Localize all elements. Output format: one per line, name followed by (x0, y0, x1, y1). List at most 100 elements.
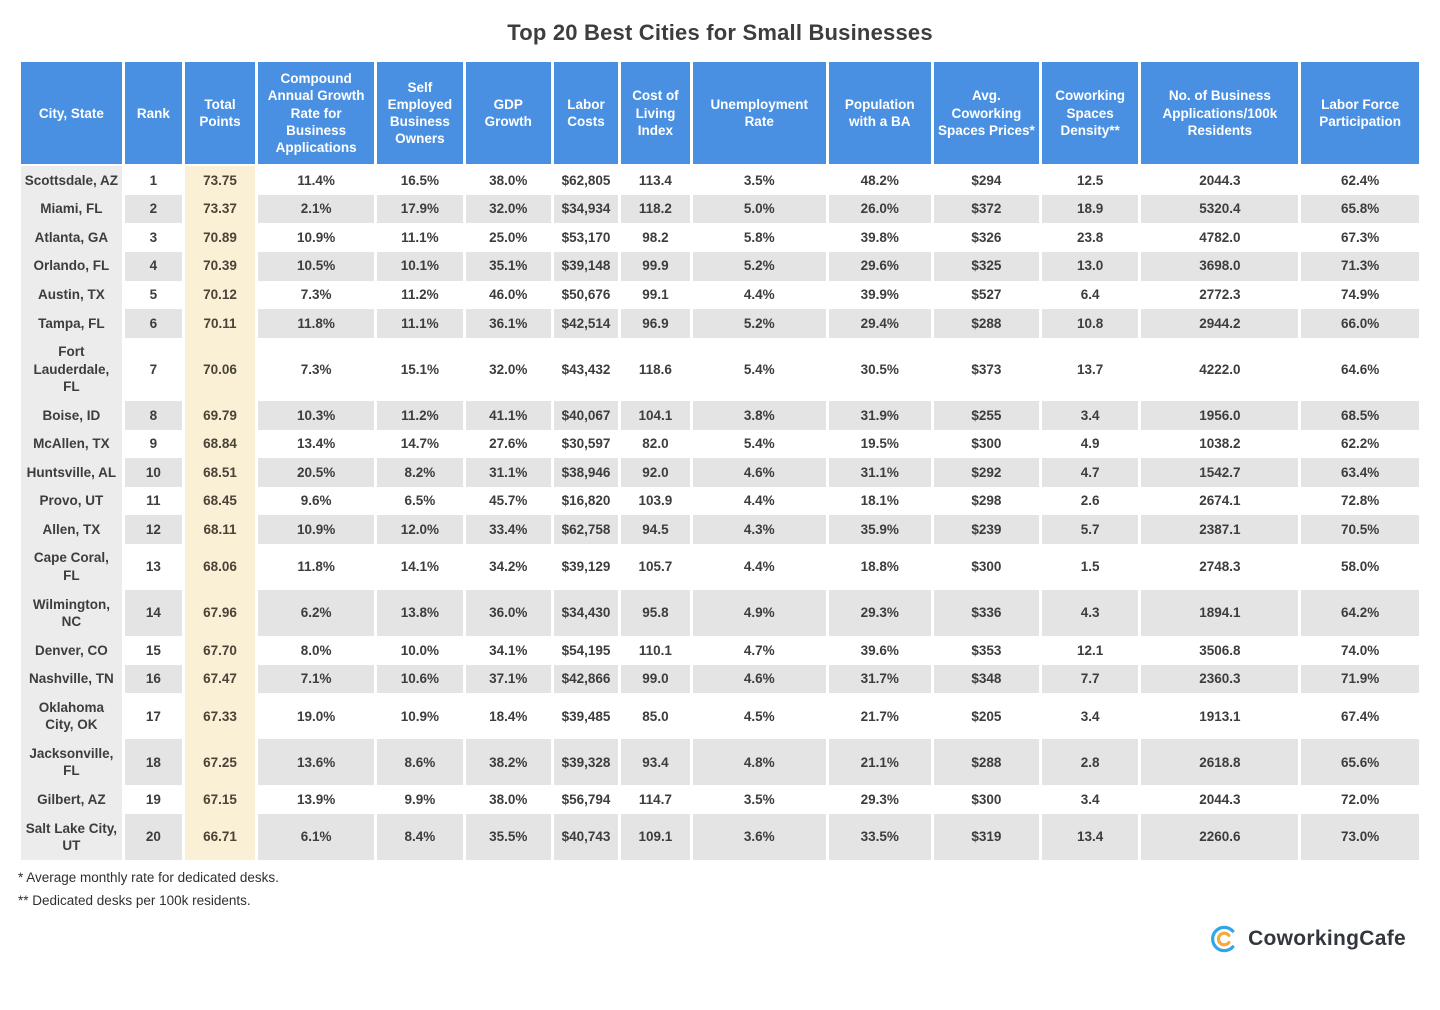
cell-city-state: Salt Lake City, UT (18, 814, 125, 861)
cell-labor-costs: $39,148 (550, 251, 622, 281)
cell-coworking-spaces-density: 13.0 (1038, 251, 1142, 281)
cell-avg-coworking-space-prices: $239 (930, 515, 1042, 544)
cell-cagr-business-applications: 11.8% (254, 309, 378, 338)
cell-unemployment-rate: 4.6% (689, 458, 829, 487)
cell-business-applications-per-100k: 1956.0 (1138, 401, 1302, 430)
cell-cagr-business-applications: 7.3% (254, 280, 378, 310)
cell-coworking-spaces-density: 2.8 (1038, 739, 1142, 786)
cell-cost-of-living-index: 92.0 (618, 458, 693, 487)
cell-city-state: Wilmington, NC (18, 590, 125, 637)
cell-city-state: Provo, UT (18, 486, 125, 516)
cell-labor-force-participation: 62.4% (1298, 165, 1422, 195)
column-header-labor-force-participation: Labor Force Participation (1298, 62, 1422, 167)
cell-labor-force-participation: 64.2% (1298, 590, 1422, 637)
cell-population-with-ba: 19.5% (825, 429, 934, 459)
cell-rank: 5 (121, 280, 186, 310)
cell-labor-costs: $34,934 (550, 194, 622, 224)
column-header-cost-of-living-index: Cost of Living Index (618, 62, 693, 167)
cell-city-state: Orlando, FL (18, 251, 125, 281)
cell-total-points: 67.25 (182, 739, 258, 786)
cell-rank: 6 (121, 309, 186, 338)
cell-labor-costs: $62,758 (550, 515, 622, 544)
table-row: Wilmington, NC 14 67.96 6.2% 13.8% 36.0% $34,4… (18, 590, 1422, 637)
cell-cost-of-living-index: 110.1 (618, 636, 693, 665)
cell-coworking-spaces-density: 12.5 (1038, 165, 1142, 195)
cell-labor-costs: $39,129 (550, 543, 622, 591)
table-row: Scottsdale, AZ 1 73.75 11.4% 16.5% 38.0% $62,8… (18, 165, 1422, 195)
cell-total-points: 69.79 (182, 401, 258, 430)
cell-rank: 18 (121, 739, 186, 786)
cell-labor-costs: $62,805 (550, 165, 622, 195)
cell-cost-of-living-index: 99.9 (618, 251, 693, 281)
cell-labor-costs: $34,430 (550, 590, 622, 637)
cell-business-applications-per-100k: 1894.1 (1138, 590, 1302, 637)
cell-gdp-growth: 38.0% (462, 785, 554, 814)
cell-city-state: Miami, FL (18, 194, 125, 224)
cell-labor-costs: $43,432 (550, 337, 622, 402)
cell-coworking-spaces-density: 23.8 (1038, 223, 1142, 252)
header-row: City, State Rank Total Points Compound Annu… (18, 62, 1422, 167)
cell-business-applications-per-100k: 2044.3 (1138, 785, 1302, 814)
table-row: Miami, FL 2 73.37 2.1% 17.9% 32.0% $34,934 118.… (18, 194, 1422, 224)
cell-population-with-ba: 18.8% (825, 543, 934, 591)
cell-avg-coworking-space-prices: $292 (930, 458, 1042, 487)
table-row: Orlando, FL 4 70.39 10.5% 10.1% 35.1% $39,148 9… (18, 251, 1422, 281)
cell-unemployment-rate: 4.5% (689, 693, 829, 740)
footnote-prices: * Average monthly rate for dedicated des… (18, 870, 279, 886)
cell-population-with-ba: 29.3% (825, 785, 934, 814)
cell-self-employed-business-owners: 14.1% (374, 543, 466, 591)
cell-cagr-business-applications: 10.5% (254, 251, 378, 281)
cell-population-with-ba: 29.6% (825, 251, 934, 281)
cell-cost-of-living-index: 94.5 (618, 515, 693, 544)
cell-cagr-business-applications: 2.1% (254, 194, 378, 224)
cell-cagr-business-applications: 11.4% (254, 165, 378, 195)
cell-labor-force-participation: 63.4% (1298, 458, 1422, 487)
cell-gdp-growth: 38.2% (462, 739, 554, 786)
table-header: City, State Rank Total Points Compound Annu… (18, 62, 1422, 167)
cell-unemployment-rate: 5.8% (689, 223, 829, 252)
cell-avg-coworking-space-prices: $255 (930, 401, 1042, 430)
cell-city-state: Gilbert, AZ (18, 785, 125, 814)
cell-labor-costs: $40,067 (550, 401, 622, 430)
cell-avg-coworking-space-prices: $298 (930, 486, 1042, 516)
cell-total-points: 68.11 (182, 515, 258, 544)
cell-gdp-growth: 36.1% (462, 309, 554, 338)
cell-rank: 17 (121, 693, 186, 740)
table-row: McAllen, TX 9 68.84 13.4% 14.7% 27.6% $30,597 8… (18, 429, 1422, 459)
cell-business-applications-per-100k: 2044.3 (1138, 165, 1302, 195)
cell-population-with-ba: 21.1% (825, 739, 934, 786)
cell-coworking-spaces-density: 3.4 (1038, 693, 1142, 740)
cell-coworking-spaces-density: 10.8 (1038, 309, 1142, 338)
cell-city-state: Tampa, FL (18, 309, 125, 338)
cell-avg-coworking-space-prices: $300 (930, 429, 1042, 459)
table-row: Huntsville, AL 10 68.51 20.5% 8.2% 31.1% $38,9… (18, 458, 1422, 487)
cell-self-employed-business-owners: 10.1% (374, 251, 466, 281)
cell-cagr-business-applications: 8.0% (254, 636, 378, 665)
cell-labor-force-participation: 70.5% (1298, 515, 1422, 544)
cell-avg-coworking-space-prices: $294 (930, 165, 1042, 195)
cell-avg-coworking-space-prices: $288 (930, 739, 1042, 786)
cell-cagr-business-applications: 7.3% (254, 337, 378, 402)
cell-coworking-spaces-density: 18.9 (1038, 194, 1142, 224)
cell-labor-force-participation: 64.6% (1298, 337, 1422, 402)
cell-self-employed-business-owners: 15.1% (374, 337, 466, 402)
cell-labor-costs: $38,946 (550, 458, 622, 487)
cell-avg-coworking-space-prices: $326 (930, 223, 1042, 252)
cell-coworking-spaces-density: 2.6 (1038, 486, 1142, 516)
cell-cost-of-living-index: 85.0 (618, 693, 693, 740)
table-body: Scottsdale, AZ 1 73.75 11.4% 16.5% 38.0% $62,8… (18, 165, 1422, 861)
cell-business-applications-per-100k: 4782.0 (1138, 223, 1302, 252)
cell-unemployment-rate: 3.5% (689, 165, 829, 195)
logo-text: CoworkingCafe (1248, 927, 1406, 951)
cell-coworking-spaces-density: 12.1 (1038, 636, 1142, 665)
column-header-avg-coworking-space-prices: Avg. Coworking Spaces Prices* (930, 62, 1042, 167)
cell-coworking-spaces-density: 13.4 (1038, 814, 1142, 861)
cell-rank: 13 (121, 543, 186, 591)
cell-cost-of-living-index: 99.1 (618, 280, 693, 310)
table-row: Boise, ID 8 69.79 10.3% 11.2% 41.1% $40,067 104… (18, 401, 1422, 430)
cell-labor-costs: $54,195 (550, 636, 622, 665)
cell-rank: 20 (121, 814, 186, 861)
column-header-labor-costs: Labor Costs (550, 62, 622, 167)
cell-unemployment-rate: 5.0% (689, 194, 829, 224)
cell-city-state: Denver, CO (18, 636, 125, 665)
